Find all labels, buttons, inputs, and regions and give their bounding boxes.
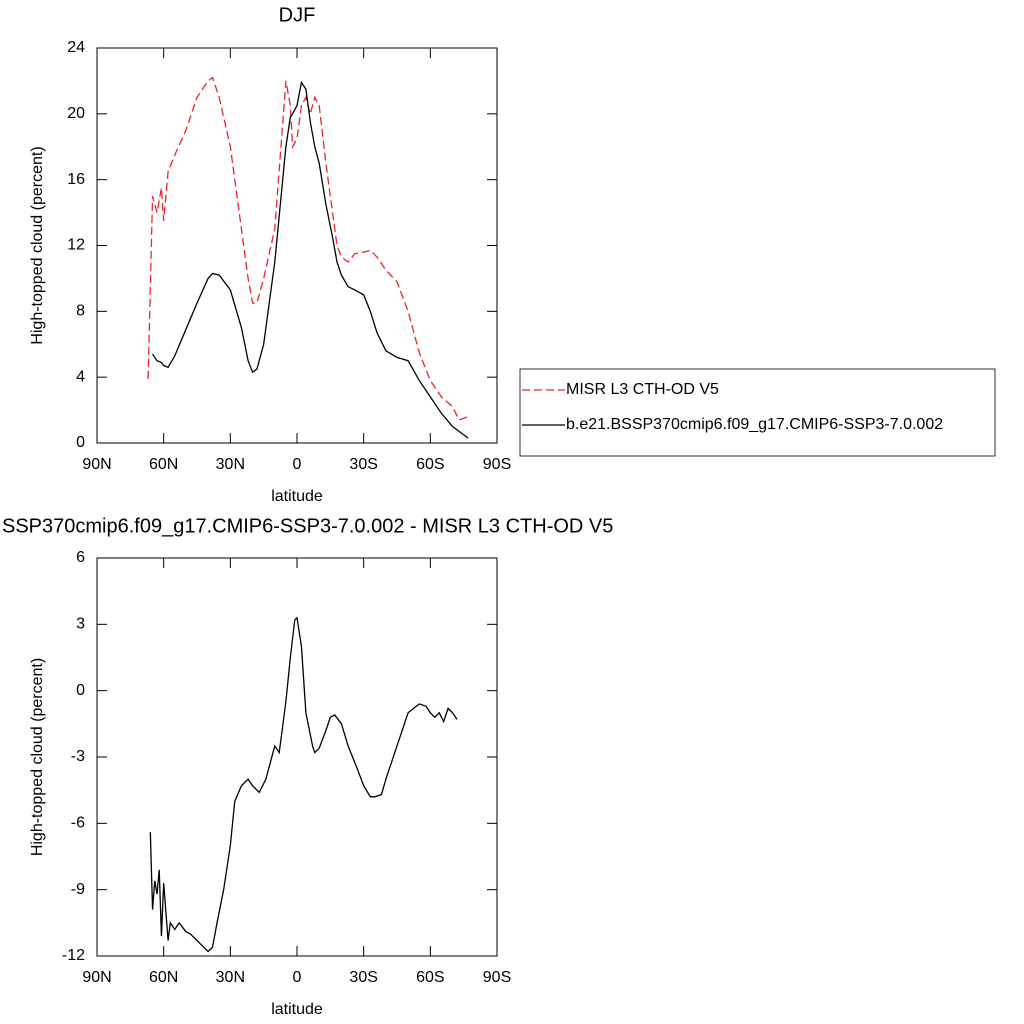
x-tick-label: 90S bbox=[483, 969, 511, 986]
y-tick-label: 16 bbox=[67, 171, 85, 188]
x-tick-label: 60N bbox=[149, 969, 178, 986]
x-tick-label: 90N bbox=[82, 456, 111, 473]
x-tick-label: 30N bbox=[216, 969, 245, 986]
x-tick-label: 30S bbox=[349, 969, 377, 986]
y-tick-label: -6 bbox=[71, 815, 85, 832]
legend-box bbox=[519, 368, 996, 457]
y-tick-label: 8 bbox=[76, 303, 85, 320]
x-tick-label: 30S bbox=[349, 456, 377, 473]
plot-frame bbox=[96, 557, 498, 957]
chart-title: DJF bbox=[279, 4, 316, 26]
x-tick-label: 60S bbox=[416, 969, 444, 986]
x-tick-label: 90S bbox=[483, 456, 511, 473]
x-axis-label: latitude bbox=[271, 488, 323, 505]
x-tick-label: 30N bbox=[216, 456, 245, 473]
y-tick-label: 6 bbox=[76, 549, 85, 566]
y-tick-label: -9 bbox=[71, 881, 85, 898]
chart-title: SSP370cmip6.f09_g17.CMIP6-SSP3-7.0.002 -… bbox=[2, 515, 613, 537]
y-tick-label: 0 bbox=[76, 682, 85, 699]
data-line bbox=[152, 80, 469, 439]
y-tick-label: -3 bbox=[71, 748, 85, 765]
y-tick-label: 20 bbox=[67, 105, 85, 122]
legend-label: b.e21.BSSP370cmip6.f09_g17.CMIP6-SSP3-7.… bbox=[566, 416, 943, 433]
y-tick-label: 4 bbox=[76, 368, 85, 385]
y-tick-label: 0 bbox=[76, 434, 85, 451]
plot-frame bbox=[96, 47, 498, 444]
data-line bbox=[149, 616, 458, 953]
y-tick-label: -12 bbox=[62, 947, 85, 964]
y-tick-label: 24 bbox=[67, 39, 85, 56]
data-line bbox=[147, 76, 469, 421]
x-tick-label: 0 bbox=[293, 969, 302, 986]
x-axis-label: latitude bbox=[271, 1001, 323, 1018]
y-axis-label: High-topped cloud (percent) bbox=[29, 658, 46, 856]
legend-label: MISR L3 CTH-OD V5 bbox=[566, 381, 719, 398]
x-tick-label: 60S bbox=[416, 456, 444, 473]
x-tick-label: 60N bbox=[149, 456, 178, 473]
x-tick-label: 90N bbox=[82, 969, 111, 986]
y-axis-label: High-topped cloud (percent) bbox=[29, 146, 46, 344]
y-tick-label: 3 bbox=[76, 616, 85, 633]
x-tick-label: 0 bbox=[293, 456, 302, 473]
y-tick-label: 12 bbox=[67, 237, 85, 254]
